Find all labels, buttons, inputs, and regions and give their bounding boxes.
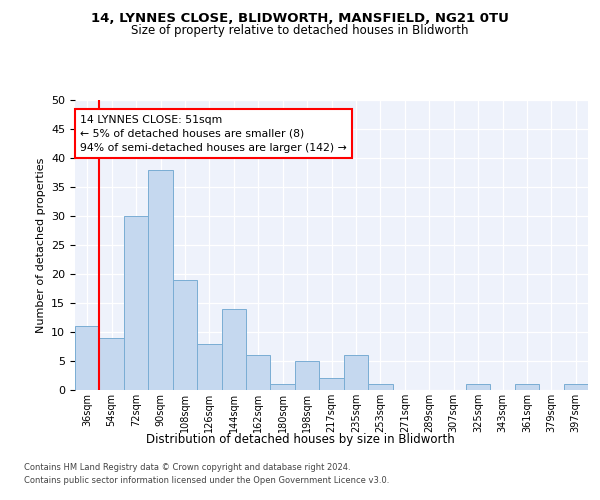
Bar <box>197 344 221 390</box>
Bar <box>100 338 124 390</box>
Text: Size of property relative to detached houses in Blidworth: Size of property relative to detached ho… <box>131 24 469 37</box>
Bar <box>246 355 271 390</box>
Text: Contains HM Land Registry data © Crown copyright and database right 2024.: Contains HM Land Registry data © Crown c… <box>24 462 350 471</box>
Bar <box>368 384 392 390</box>
Bar <box>124 216 148 390</box>
Bar <box>75 326 100 390</box>
Text: 14, LYNNES CLOSE, BLIDWORTH, MANSFIELD, NG21 0TU: 14, LYNNES CLOSE, BLIDWORTH, MANSFIELD, … <box>91 12 509 26</box>
Bar <box>515 384 539 390</box>
Bar <box>271 384 295 390</box>
Bar <box>344 355 368 390</box>
Text: Distribution of detached houses by size in Blidworth: Distribution of detached houses by size … <box>146 432 454 446</box>
Bar <box>563 384 588 390</box>
Y-axis label: Number of detached properties: Number of detached properties <box>35 158 46 332</box>
Bar <box>221 309 246 390</box>
Bar <box>319 378 344 390</box>
Bar <box>148 170 173 390</box>
Text: 14 LYNNES CLOSE: 51sqm
← 5% of detached houses are smaller (8)
94% of semi-detac: 14 LYNNES CLOSE: 51sqm ← 5% of detached … <box>80 114 347 152</box>
Bar <box>173 280 197 390</box>
Bar <box>466 384 490 390</box>
Text: Contains public sector information licensed under the Open Government Licence v3: Contains public sector information licen… <box>24 476 389 485</box>
Bar <box>295 361 319 390</box>
